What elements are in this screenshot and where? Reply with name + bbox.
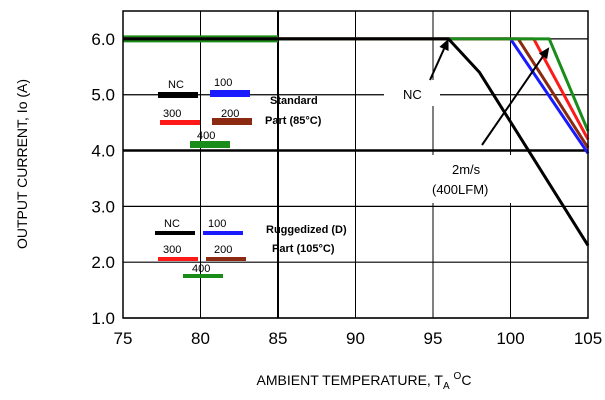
annotation-airflow-arrow [482, 56, 543, 145]
legend-ruggedized-title-line2: Part (105°C) [272, 243, 335, 255]
legend-standard-swatch-300 [160, 120, 200, 125]
x-tick-label: 80 [191, 329, 210, 348]
y-tick-label: 1.0 [91, 309, 115, 328]
legend-standard-swatch-nc [158, 92, 198, 98]
annotation-airflow-line1: 2m/s [452, 162, 481, 177]
legend-ruggedized-swatch-300 [158, 257, 198, 261]
y-tick-label: 3.0 [91, 197, 115, 216]
legend-ruggedized-label-300: 300 [163, 244, 181, 256]
legend-ruggedized: NC 100 300 200 400 Ruggedized (D) Part (… [155, 218, 347, 278]
annotation-nc-text: NC [403, 87, 422, 102]
x-tick-label: 95 [424, 329, 443, 348]
legend-ruggedized-swatch-100 [203, 231, 243, 235]
y-tick-label: 6.0 [91, 30, 115, 49]
legend-ruggedized-swatch-200 [206, 257, 246, 261]
legend-standard-label-300: 300 [163, 108, 181, 120]
legend-standard-title-line1: Standard [270, 95, 318, 107]
legend-ruggedized-label-200: 200 [214, 244, 232, 256]
y-tick-label: 2.0 [91, 253, 115, 272]
x-tick-label: 90 [346, 329, 365, 348]
annotation-nc: NC [384, 39, 449, 106]
y-axis-title: OUTPUT CURRENT, Io (A) [14, 79, 30, 249]
annotation-airflow-line2: (400LFM) [432, 182, 488, 197]
legend-standard-swatch-400 [190, 141, 230, 148]
x-axis-title: AMBIENT TEMPERATURE, TA OC [257, 371, 472, 392]
x-tick-label: 105 [574, 329, 602, 348]
y-tick-labels: 1.0 2.0 3.0 4.0 5.0 6.0 [91, 30, 115, 328]
x-tick-label: 100 [496, 329, 524, 348]
legend-ruggedized-swatch-400 [183, 274, 223, 278]
legend-ruggedized-title-line1: Ruggedized (D) [266, 224, 347, 236]
annotation-airflow: 2m/s (400LFM) [420, 47, 549, 203]
legend-standard-swatch-200 [212, 118, 252, 125]
legend-standard-label-100: 100 [214, 77, 232, 89]
legend-ruggedized-label-100: 100 [208, 218, 226, 230]
y-tick-label: 5.0 [91, 86, 115, 105]
legend-standard-label-400: 400 [197, 130, 215, 142]
annotation-nc-arrow [430, 49, 444, 80]
legend-standard-title-line2: Part (85°C) [265, 115, 322, 127]
x-axis-title-main: AMBIENT TEMPERATURE, T [257, 372, 444, 388]
legend-standard: NC 100 300 200 400 Standard Part (85°C) [158, 77, 322, 148]
legend-ruggedized-label-400: 400 [192, 263, 210, 275]
x-tick-label: 85 [269, 329, 288, 348]
legend-ruggedized-label-nc: NC [164, 218, 180, 230]
legend-ruggedized-swatch-nc [155, 231, 195, 235]
x-tick-label: 75 [114, 329, 133, 348]
y-tick-label: 4.0 [91, 142, 115, 161]
x-tick-labels: 75 80 85 90 95 100 105 [114, 329, 603, 348]
legend-standard-label-nc: NC [168, 79, 184, 91]
x-axis-title-unit: C [461, 372, 471, 388]
legend-standard-swatch-100 [210, 90, 250, 97]
